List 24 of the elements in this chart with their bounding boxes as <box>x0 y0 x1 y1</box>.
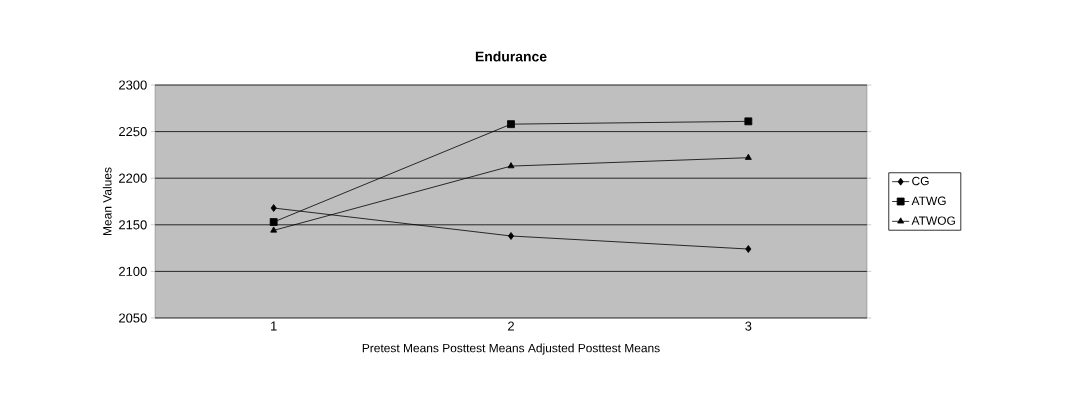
y-tick-label: 2200 <box>119 173 147 183</box>
legend-label: ATWG <box>911 196 946 206</box>
legend-label: CG <box>912 176 929 186</box>
y-tick-label: 2050 <box>119 313 147 323</box>
y-tick-label: 2150 <box>119 220 147 230</box>
x-tick-label: 2 <box>508 321 514 331</box>
y-axis-title: Mean Values <box>102 167 112 235</box>
point <box>744 153 752 160</box>
y-tick-label: 2300 <box>119 80 147 90</box>
legend-label: ATWOG <box>911 216 955 225</box>
x-axis-title: Pretest Means Posttest Means Adjusted Posttest Means <box>362 343 660 355</box>
y-tick-label: 2100 <box>119 266 147 276</box>
point <box>269 218 278 226</box>
y-tick-label: 2250 <box>119 127 147 137</box>
point <box>507 120 515 129</box>
point <box>744 117 753 126</box>
point <box>270 204 277 212</box>
x-tick-label: 3 <box>745 321 752 331</box>
point <box>745 245 752 253</box>
chart-title: Endurance <box>475 51 547 62</box>
point <box>507 162 515 169</box>
point <box>507 232 515 240</box>
point <box>270 226 278 233</box>
x-tick-label: 1 <box>271 321 277 331</box>
